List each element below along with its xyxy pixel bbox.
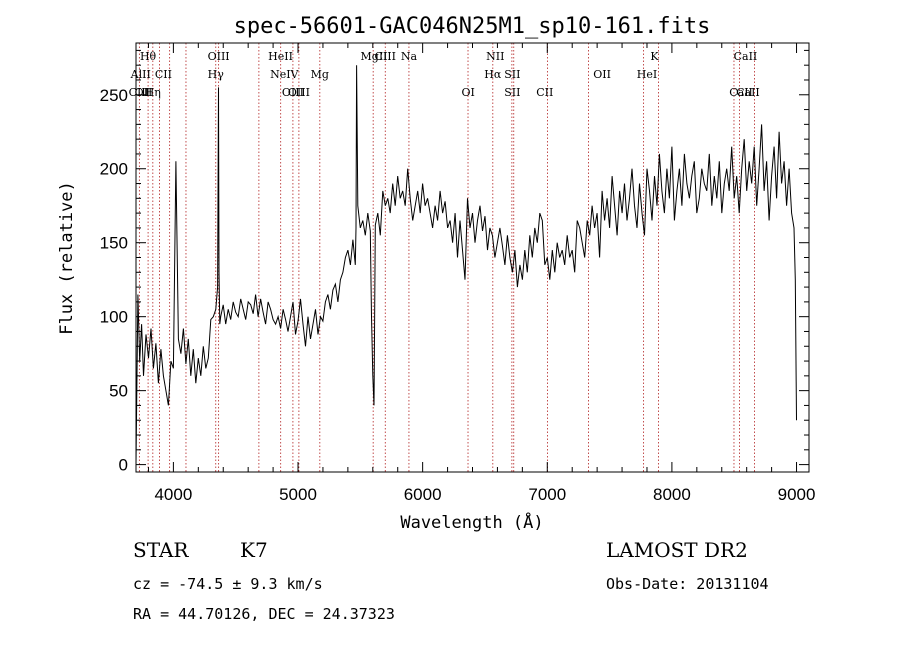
line-label: OIII (288, 86, 310, 99)
y-tick-label: 250 (100, 86, 128, 105)
y-tick-label: 100 (100, 308, 128, 327)
chart-title: spec-56601-GAC046N25M1_sp10-161.fits (234, 14, 711, 39)
line-label: OI (461, 86, 474, 99)
x-axis: 4000 5000 6000 7000 8000 9000 (147, 43, 816, 504)
plot-frame (135, 42, 810, 473)
line-label: HeII (268, 50, 293, 63)
line-label: Hγ (208, 68, 225, 81)
y-axis: 0 50 100 150 200 250 (100, 49, 809, 475)
line-label: Mg (311, 68, 329, 81)
obs-date: Obs-Date: 20131104 (606, 575, 769, 593)
coordinates: RA = 44.70126, DEC = 24.37323 (133, 605, 395, 623)
line-label: SII (504, 68, 520, 81)
y-tick-label: 150 (100, 234, 128, 253)
x-tick-label: 7000 (528, 485, 566, 504)
y-axis-label: Flux (relative) (57, 181, 77, 335)
line-label: Hθ (140, 50, 157, 63)
line-label: OII (593, 68, 611, 81)
line-label: MgII (361, 50, 388, 63)
spectrum-series (135, 65, 797, 465)
line-label: OII (135, 86, 153, 99)
line-label: AlII (130, 68, 151, 81)
reference-lines (138, 43, 755, 472)
line-label: Hα (484, 68, 502, 81)
redshift-readout: cz = -74.5 ± 9.3 km/s (133, 575, 323, 593)
line-label: CaII (729, 86, 753, 99)
object-subclass: K7 (240, 538, 268, 562)
line-label: CaII (736, 86, 760, 99)
x-tick-label: 5000 (279, 485, 317, 504)
line-label: K (650, 50, 659, 63)
line-label: Hη (145, 86, 161, 99)
x-tick-label: 8000 (653, 485, 691, 504)
line-label: CaII (734, 50, 758, 63)
line-label: SII (504, 86, 520, 99)
y-tick-label: 50 (109, 382, 128, 401)
line-label: CIII (129, 86, 150, 99)
object-class: STAR (133, 538, 189, 562)
line-label: OIII (282, 86, 304, 99)
line-label: NeIV (270, 68, 299, 81)
line-label: CIII (375, 50, 396, 63)
spectrum-line (135, 65, 797, 465)
y-tick-label: 0 (119, 456, 128, 475)
line-label: Na (401, 50, 418, 63)
survey-name: LAMOST DR2 (606, 538, 748, 562)
line-label: NII (486, 50, 504, 63)
line-label: OIII (208, 50, 230, 63)
line-labels: HθAlIICIIIHηOIICIIOIIIHγHeIINeIVOIIIOIII… (129, 50, 760, 99)
line-label: HeI (637, 68, 657, 81)
line-label: CII (155, 68, 172, 81)
x-axis-label: Wavelength (Å) (400, 511, 543, 533)
y-tick-label: 200 (100, 160, 128, 179)
x-tick-label: 4000 (154, 485, 192, 504)
x-tick-label: 9000 (778, 485, 816, 504)
x-tick-label: 6000 (404, 485, 442, 504)
line-label: CII (536, 86, 553, 99)
